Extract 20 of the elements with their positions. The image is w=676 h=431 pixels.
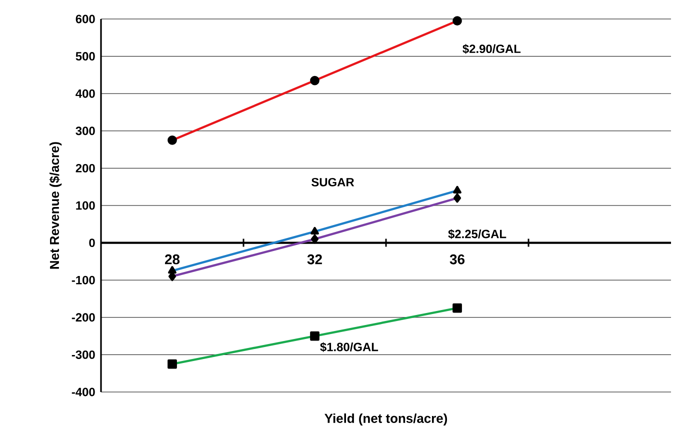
y-tick-label: 0: [89, 238, 95, 248]
series-label: $1.80/GAL: [320, 342, 378, 352]
y-tick-label: 100: [76, 201, 95, 210]
x-tick-label: 36: [450, 254, 465, 264]
x-tick-label: 28: [164, 254, 180, 264]
text: $2.25/GAL: [448, 229, 506, 239]
x-axis-title: Yield (net tons/acre): [324, 413, 448, 426]
x-tick-label: 32: [307, 254, 322, 264]
series-label: $2.90/GAL: [462, 44, 521, 54]
y-tick-label: -200: [72, 313, 95, 322]
y-tick-label: 500: [76, 52, 95, 61]
y-tick-label: 200: [76, 164, 95, 172]
text: SUGAR: [312, 178, 354, 186]
y-axis-title: Net Revenue ($/acre): [49, 142, 62, 269]
y-tick-label: -400: [72, 388, 95, 396]
y-tick-label: -100: [72, 276, 95, 284]
y-tick-label: 300: [76, 126, 95, 136]
y-tick-label: -300: [72, 350, 95, 359]
y-tick-label: 600: [76, 14, 95, 24]
y-tick-label: 400: [76, 89, 95, 98]
